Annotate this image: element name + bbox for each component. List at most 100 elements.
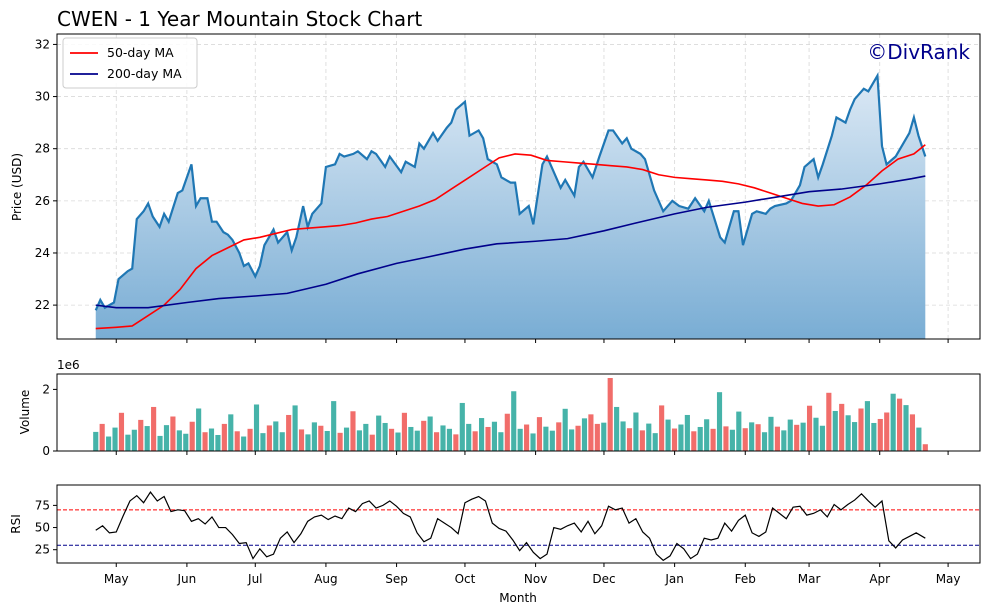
- month-xtick-label: May: [936, 572, 961, 586]
- volume-bar: [864, 401, 870, 451]
- volume-bar: [376, 415, 382, 451]
- volume-bar: [440, 425, 446, 451]
- volume-bar: [755, 424, 761, 451]
- volume-bar: [890, 393, 896, 451]
- chart-title: CWEN - 1 Year Mountain Stock Chart: [57, 7, 422, 31]
- legend: 50-day MA 200-day MA: [62, 37, 198, 89]
- volume-bar: [806, 405, 813, 451]
- rsi-line: [95, 491, 926, 562]
- volume-bar: [208, 428, 215, 451]
- rsi-axes-frame: [56, 484, 981, 564]
- volume-bar: [716, 392, 723, 451]
- volume-bar: [536, 417, 543, 451]
- rsi-panel: 25 50 75 May Jun Jul Aug Sep Oct Nov Dec Jan Feb Mar…: [9, 484, 981, 605]
- volume-bar: [839, 403, 845, 451]
- volume-bar: [99, 423, 105, 451]
- volume-bar: [633, 412, 639, 451]
- volume-bar: [761, 432, 768, 451]
- price-y-label: Price (USD): [10, 153, 24, 221]
- volume-bar: [260, 433, 266, 451]
- volume-bar: [253, 404, 260, 451]
- volume-bar: [421, 420, 427, 451]
- month-xtick-label: Jan: [664, 572, 684, 586]
- month-xtick-label: Jul: [247, 572, 262, 586]
- volume-bar: [562, 408, 568, 451]
- price-ytick-label: 30: [35, 90, 50, 104]
- volume-bar: [125, 434, 131, 451]
- volume-bar: [697, 426, 703, 451]
- volume-bar: [781, 430, 787, 451]
- volume-bar: [491, 421, 498, 451]
- volume-bar: [614, 406, 620, 451]
- volume-bar: [704, 419, 710, 451]
- volume-bar: [472, 431, 478, 451]
- volume-bar: [343, 427, 350, 451]
- volume-bar: [388, 428, 395, 451]
- price-panel: 22 24 26 28 30 32 Price (USD) 50-day MA 200-d…: [10, 33, 981, 343]
- volume-bar: [826, 392, 832, 451]
- volume-bar: [691, 431, 697, 451]
- volume-bar: [768, 416, 774, 451]
- volume-y-label: Volume: [18, 390, 32, 435]
- volume-bar: [479, 418, 485, 451]
- legend-label-ma200: 200-day MA: [107, 66, 182, 81]
- volume-bar: [678, 424, 684, 451]
- price-ytick-label: 24: [35, 246, 50, 260]
- volume-bar: [183, 433, 189, 451]
- volume-bar: [581, 418, 588, 451]
- volume-bar: [369, 434, 375, 451]
- volume-ytick-label: 2: [42, 382, 50, 396]
- volume-bar: [331, 401, 337, 451]
- volume-bar: [639, 430, 645, 451]
- volume-bar: [363, 423, 369, 451]
- volume-bar: [93, 431, 99, 451]
- volume-bar: [813, 417, 819, 451]
- volume-bar: [459, 402, 465, 451]
- volume-bar: [279, 432, 285, 451]
- price-ytick-label: 26: [35, 194, 50, 208]
- ma200-line: [95, 175, 926, 309]
- volume-bar: [485, 426, 491, 451]
- volume-bar: [446, 428, 453, 451]
- volume-bar: [549, 430, 555, 451]
- volume-bar: [903, 405, 909, 451]
- month-xtick-label: Nov: [524, 572, 547, 586]
- volume-bar: [337, 432, 343, 451]
- volume-bar: [305, 434, 311, 451]
- volume-panel: 0 2 1e6 Volume: [18, 358, 981, 458]
- volume-bar: [774, 426, 780, 451]
- volume-bar: [356, 430, 362, 451]
- volume-bar: [221, 423, 227, 451]
- volume-bar: [749, 422, 755, 451]
- volume-bar: [401, 412, 407, 451]
- volume-bar: [427, 416, 433, 451]
- volume-bar: [228, 414, 234, 451]
- legend-label-ma50: 50-day MA: [107, 45, 174, 60]
- volume-bar: [620, 421, 626, 451]
- volume-bar: [215, 434, 221, 451]
- watermark: ©DivRank: [867, 40, 970, 64]
- volume-bar: [845, 415, 851, 451]
- rsi-ytick-label: 50: [35, 521, 50, 535]
- volume-bar: [877, 418, 883, 451]
- volume-bar: [884, 412, 890, 451]
- volume-bar: [414, 430, 420, 451]
- month-xtick-label: Aug: [314, 572, 337, 586]
- volume-bar: [871, 422, 877, 451]
- volume-bar: [118, 412, 125, 451]
- price-area-fill: [95, 75, 926, 339]
- volume-bar: [157, 435, 163, 451]
- volume-bar: [832, 410, 838, 451]
- volume-bar: [729, 429, 735, 451]
- volume-bar: [382, 422, 388, 451]
- volume-bar: [286, 414, 292, 451]
- volume-bar: [684, 414, 690, 451]
- volume-bar: [594, 423, 600, 451]
- volume-bar: [112, 427, 118, 451]
- volume-bar: [524, 424, 530, 451]
- volume-bar: [575, 425, 581, 451]
- rsi-y-label: RSI: [9, 514, 23, 534]
- month-xtick-label: Feb: [735, 572, 756, 586]
- volume-ytick-label: 0: [42, 444, 50, 458]
